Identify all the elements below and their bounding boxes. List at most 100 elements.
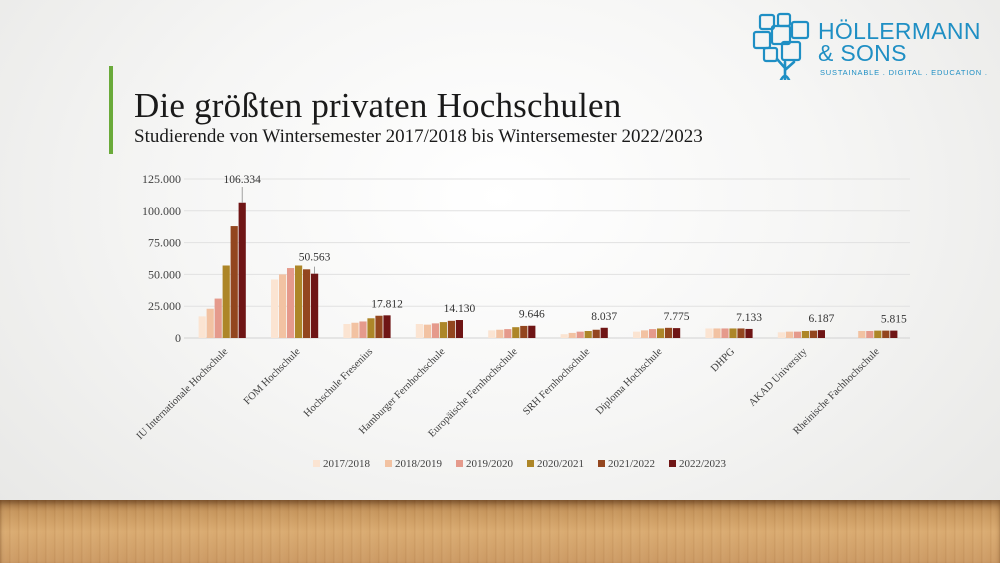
bar [777,332,785,338]
bar [657,328,665,338]
bar [303,269,311,338]
bar [206,308,214,338]
slide-subtitle: Studierende von Wintersemester 2017/2018… [134,126,703,147]
legend-label: 2022/2023 [679,458,727,470]
legend: 2017/2018 2018/2019 2019/2020 2020/2021 2021… [313,458,727,470]
bar [874,330,882,338]
bar [858,331,866,338]
x-tick-label: IU Internationale Hochschule [135,346,231,442]
bar [866,331,874,338]
bar [279,274,287,338]
y-tick-label: 75.000 [148,236,181,250]
bar [576,331,584,338]
x-tick-label: AKAD University [747,346,810,409]
data-label: 14.130 [444,303,476,315]
slide-title: Die größten privaten Hochschulen [134,86,622,125]
logo-tagline: SUSTAINABLE . DIGITAL . EDUCATION . [820,68,988,77]
accent-bar [109,66,113,154]
bar [383,315,391,338]
bar [665,327,673,338]
logo-tree-icon [752,12,810,80]
legend-label: 2017/2018 [323,458,371,470]
legend-label: 2020/2021 [537,458,584,470]
bar [705,328,713,338]
logo-name: HÖLLERMANN [818,18,981,44]
data-label: 5.815 [881,314,907,326]
bar [423,324,431,338]
x-tick-label: Hochschule Fresenius [302,346,375,419]
bar [560,334,568,338]
bar [222,265,230,338]
bar [882,330,890,338]
bar [745,328,753,338]
bar [415,324,423,338]
bar [528,325,536,338]
legend-swatch [456,460,463,467]
bar [238,202,246,338]
bars [198,202,898,338]
legend-label: 2019/2020 [466,458,514,470]
legend-label: 2021/2022 [608,458,655,470]
x-tick-label: FOM Hochschule [242,346,303,407]
data-label: 7.775 [664,311,690,323]
bar [584,331,592,338]
x-tick-label: SRH Fernhochschule [521,346,592,417]
bar [230,226,238,338]
data-label: 9.646 [519,309,545,321]
bar [520,325,528,338]
bar [351,322,359,338]
bar [359,321,367,338]
bar [455,320,463,338]
bar [649,329,657,338]
y-tick-label: 100.000 [142,204,181,218]
bar [568,332,576,338]
data-label: 8.037 [591,311,617,323]
bar [713,328,721,338]
bar [367,318,375,338]
bar [890,330,898,338]
bar [439,322,447,338]
bar [431,323,439,338]
bar [809,330,817,338]
y-tick-label: 50.000 [148,267,181,281]
bar [271,279,279,338]
bar [721,328,729,338]
bar [673,328,681,338]
bar [488,330,496,338]
bar [375,315,383,338]
company-logo: HÖLLERMANN & SONS SUSTAINABLE . DIGITAL … [752,12,992,84]
x-tick-label: Rheinische Fachhochschule [791,346,882,437]
y-axis-ticks: 0 25.000 50.000 75.000 100.000 125.000 [142,172,181,345]
bar [633,331,641,338]
data-label: 17.812 [371,298,403,310]
wooden-floor [0,500,1000,563]
bar [737,328,745,338]
logo-name-suffix: & SONS [818,40,907,66]
bar [817,330,825,338]
data-label: 6.187 [808,313,834,325]
x-axis-ticks: IU Internationale Hochschule FOM Hochschu… [135,346,882,442]
bar [785,331,793,338]
x-tick-label: Diploma Hochschule [594,346,665,417]
bar [214,298,222,338]
bar [592,329,600,338]
legend-swatch [313,460,320,467]
legend-swatch [385,460,392,467]
bar [793,331,801,338]
data-labels: 106.334 50.563 17.812 14.130 9.646 8.037 7.775… [224,174,907,326]
bar [801,331,809,338]
data-label: 50.563 [299,252,331,264]
legend-label: 2018/2019 [395,458,443,470]
bar [496,329,504,338]
bar [295,265,303,338]
y-tick-label: 0 [175,331,181,345]
legend-swatch [527,460,534,467]
x-tick-label: DHPG [709,346,737,374]
bar [447,320,455,338]
bar [198,316,206,338]
bar [729,328,737,338]
legend-swatch [598,460,605,467]
bar [512,327,520,338]
